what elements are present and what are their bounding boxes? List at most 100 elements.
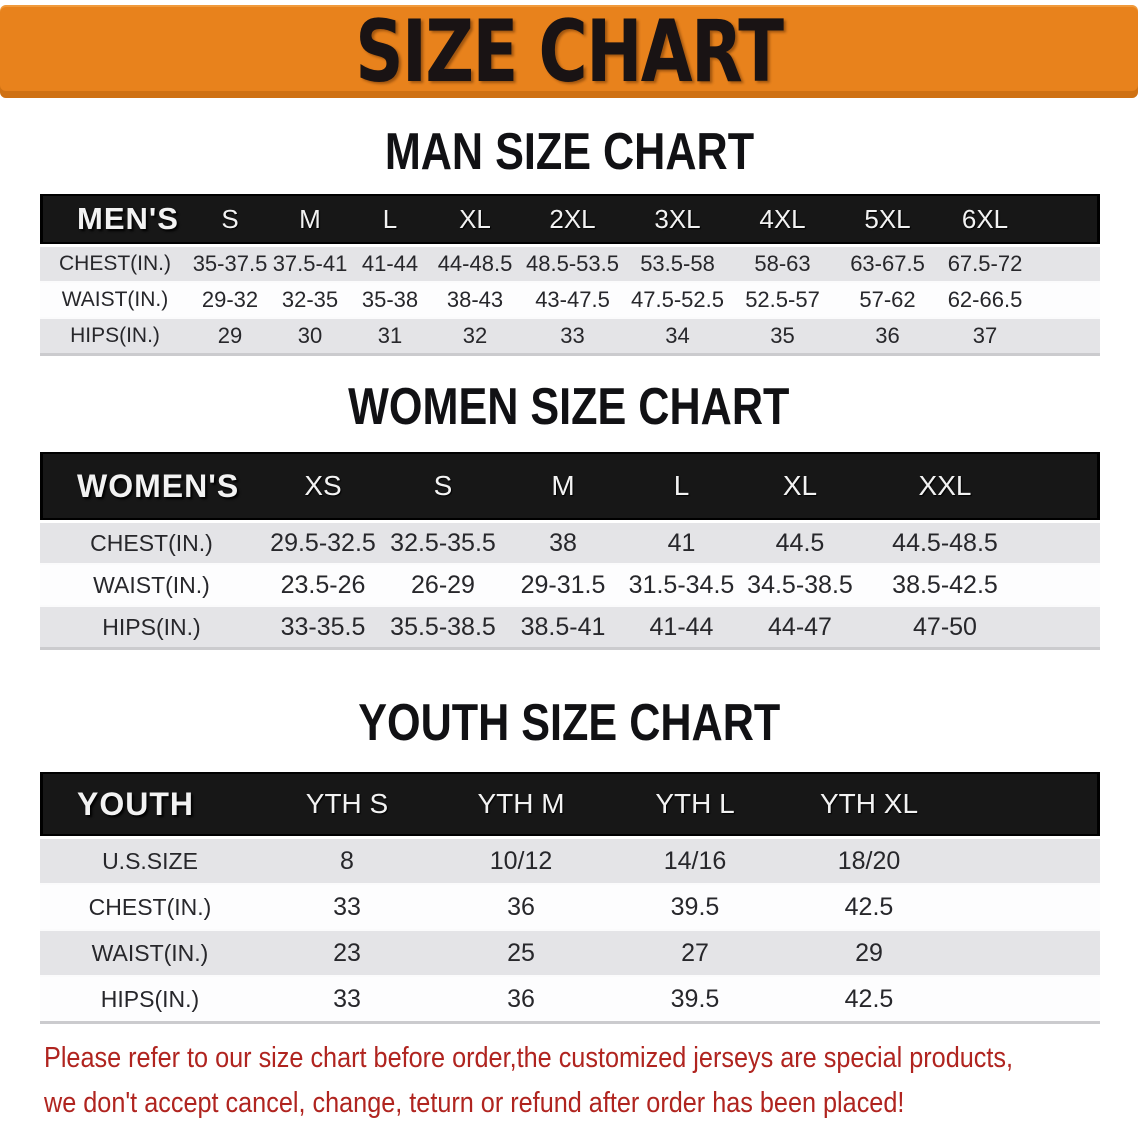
size-value-cell: 58-63 — [730, 244, 835, 283]
size-value-cell: 37.5-41 — [270, 244, 350, 283]
spacer-cell — [1030, 607, 1100, 650]
size-value-cell: 39.5 — [608, 885, 782, 931]
size-value-cell: 53.5-58 — [625, 244, 730, 283]
spacer-cell — [956, 772, 1100, 836]
size-value-cell: 18/20 — [782, 836, 956, 885]
disclaimer-line-1: Please refer to our size chart before or… — [44, 1042, 1014, 1074]
column-header: 5XL — [835, 194, 940, 244]
size-value-cell: 42.5 — [782, 977, 956, 1024]
column-header: M — [503, 452, 623, 520]
size-value-cell: 47-50 — [860, 607, 1030, 650]
size-value-cell: 33-35.5 — [263, 607, 383, 650]
table-header-row: WOMEN'S XS S M L XL XXL — [40, 452, 1100, 520]
column-header: 3XL — [625, 194, 730, 244]
size-value-cell: 8 — [260, 836, 434, 885]
size-value-cell: 23.5-26 — [263, 565, 383, 607]
size-value-cell: 36 — [835, 319, 940, 356]
size-value-cell: 35.5-38.5 — [383, 607, 503, 650]
column-header: 6XL — [940, 194, 1030, 244]
size-value-cell: 38.5-42.5 — [860, 565, 1030, 607]
disclaimer: Please refer to our size chart before or… — [44, 1036, 1138, 1126]
size-value-cell: 10/12 — [434, 836, 608, 885]
size-value-cell: 32-35 — [270, 283, 350, 319]
table-row: HIPS(IN.) 29 30 31 32 33 34 35 36 37 — [40, 319, 1100, 356]
size-value-cell: 44.5-48.5 — [860, 520, 1030, 565]
size-value-cell: 38-43 — [430, 283, 520, 319]
column-header: YTH M — [434, 772, 608, 836]
spacer-cell — [956, 836, 1100, 885]
column-header: 4XL — [730, 194, 835, 244]
column-header: 2XL — [520, 194, 625, 244]
size-value-cell: 48.5-53.5 — [520, 244, 625, 283]
size-value-cell: 44.5 — [740, 520, 860, 565]
size-value-cell: 29.5-32.5 — [263, 520, 383, 565]
size-value-cell: 41-44 — [623, 607, 740, 650]
youth-size-table: YOUTH YTH S YTH M YTH L YTH XL U.S.SIZE 8 10/12… — [40, 772, 1100, 1024]
womens-size-table: WOMEN'S XS S M L XL XXL CHEST(IN.) 29.5-32.5 32.5… — [40, 452, 1100, 650]
size-value-cell: 35-37.5 — [190, 244, 270, 283]
table-row: U.S.SIZE 8 10/12 14/16 18/20 — [40, 836, 1100, 885]
table-row: HIPS(IN.) 33 36 39.5 42.5 — [40, 977, 1100, 1024]
size-value-cell: 39.5 — [608, 977, 782, 1024]
size-value-cell: 33 — [520, 319, 625, 356]
spacer-cell — [1030, 194, 1100, 244]
size-value-cell: 29-31.5 — [503, 565, 623, 607]
size-value-cell: 38 — [503, 520, 623, 565]
table-header-row: YOUTH YTH S YTH M YTH L YTH XL — [40, 772, 1100, 836]
size-value-cell: 26-29 — [383, 565, 503, 607]
spacer-cell — [1030, 520, 1100, 565]
column-header: XL — [740, 452, 860, 520]
spacer-cell — [1030, 319, 1100, 356]
size-value-cell: 32.5-35.5 — [383, 520, 503, 565]
column-header: XXL — [860, 452, 1030, 520]
size-value-cell: 34 — [625, 319, 730, 356]
table-row: WAIST(IN.) 23 25 27 29 — [40, 931, 1100, 977]
column-header: S — [190, 194, 270, 244]
womens-section-heading-text: WOMEN SIZE CHART — [348, 378, 790, 436]
column-header: L — [623, 452, 740, 520]
size-value-cell: 29-32 — [190, 283, 270, 319]
row-label: WAIST(IN.) — [40, 565, 263, 607]
size-value-cell: 63-67.5 — [835, 244, 940, 283]
size-value-cell: 30 — [270, 319, 350, 356]
size-value-cell: 38.5-41 — [503, 607, 623, 650]
banner: SIZE CHART — [0, 5, 1138, 98]
size-value-cell: 47.5-52.5 — [625, 283, 730, 319]
column-header: L — [350, 194, 430, 244]
spacer-cell — [1030, 452, 1100, 520]
mens-section-heading: MAN SIZE CHART — [0, 126, 1138, 178]
spacer-cell — [1030, 565, 1100, 607]
size-value-cell: 33 — [260, 977, 434, 1024]
size-value-cell: 25 — [434, 931, 608, 977]
row-label: WAIST(IN.) — [40, 283, 190, 319]
column-header: YTH S — [260, 772, 434, 836]
column-header: YTH L — [608, 772, 782, 836]
mens-size-table: MEN'S S M L XL 2XL 3XL 4XL 5XL 6XL CHEST(IN.) 35-37… — [40, 194, 1100, 356]
column-header: XS — [263, 452, 383, 520]
row-label: WAIST(IN.) — [40, 931, 260, 977]
table-header-row: MEN'S S M L XL 2XL 3XL 4XL 5XL 6XL — [40, 194, 1100, 244]
table-row: CHEST(IN.) 35-37.5 37.5-41 41-44 44-48.5 48.5… — [40, 244, 1100, 283]
size-value-cell: 57-62 — [835, 283, 940, 319]
table-row: WAIST(IN.) 23.5-26 26-29 29-31.5 31.5-34.5 34… — [40, 565, 1100, 607]
size-value-cell: 67.5-72 — [940, 244, 1030, 283]
size-value-cell: 31 — [350, 319, 430, 356]
column-header: XL — [430, 194, 520, 244]
row-label: HIPS(IN.) — [40, 607, 263, 650]
size-value-cell: 35-38 — [350, 283, 430, 319]
size-value-cell: 41-44 — [350, 244, 430, 283]
size-value-cell: 29 — [190, 319, 270, 356]
corner-label: YOUTH — [40, 772, 260, 836]
size-value-cell: 44-48.5 — [430, 244, 520, 283]
banner-title: SIZE CHART — [355, 1, 784, 102]
spacer-cell — [1030, 283, 1100, 319]
row-label: U.S.SIZE — [40, 836, 260, 885]
size-value-cell: 31.5-34.5 — [623, 565, 740, 607]
corner-label: WOMEN'S — [40, 452, 263, 520]
row-label: CHEST(IN.) — [40, 885, 260, 931]
spacer-cell — [956, 931, 1100, 977]
spacer-cell — [956, 885, 1100, 931]
table-row: WAIST(IN.) 29-32 32-35 35-38 38-43 43-47.5 47.… — [40, 283, 1100, 319]
column-header: YTH XL — [782, 772, 956, 836]
